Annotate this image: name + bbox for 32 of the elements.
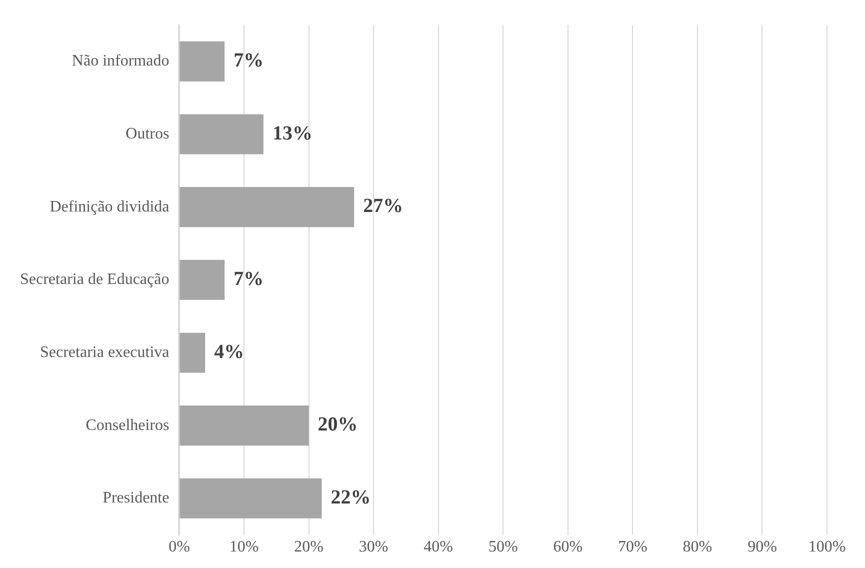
bar <box>180 187 354 228</box>
y-tick-label: Definição dividida <box>50 198 170 216</box>
x-tick-label: 20% <box>294 538 324 556</box>
bar <box>180 260 225 300</box>
bar <box>180 41 225 82</box>
y-tick-label: Conselheiros <box>86 416 170 434</box>
data-label: 20% <box>318 414 358 436</box>
y-tick-label: Não informado <box>72 52 170 70</box>
data-label: 7% <box>234 268 264 290</box>
x-tick-label: 30% <box>358 538 388 556</box>
x-tick-label: 50% <box>488 538 518 556</box>
bar <box>180 478 322 518</box>
y-tick-label: Presidente <box>102 490 170 507</box>
x-tick-label: 80% <box>682 538 712 556</box>
bar <box>180 114 264 154</box>
y-tick-label: Secretaria de Educação <box>20 271 170 288</box>
x-tick-label: 0% <box>168 538 190 556</box>
x-tick-label: 90% <box>748 538 777 556</box>
data-label: 4% <box>214 340 244 363</box>
x-tick-label: 40% <box>424 538 454 556</box>
data-label: 22% <box>330 486 371 509</box>
bar <box>180 406 309 446</box>
y-tick-label: Outros <box>126 125 170 142</box>
data-label: 13% <box>272 122 312 144</box>
data-label: 7% <box>234 50 264 72</box>
x-tick-label: 10% <box>229 538 259 556</box>
y-tick-label: Secretaria executiva <box>40 344 170 361</box>
bar <box>180 332 206 373</box>
x-tick-label: 60% <box>553 538 583 556</box>
x-tick-label: 70% <box>618 538 648 556</box>
x-tick-label: 100% <box>808 538 846 556</box>
data-label: 27% <box>363 195 404 218</box>
